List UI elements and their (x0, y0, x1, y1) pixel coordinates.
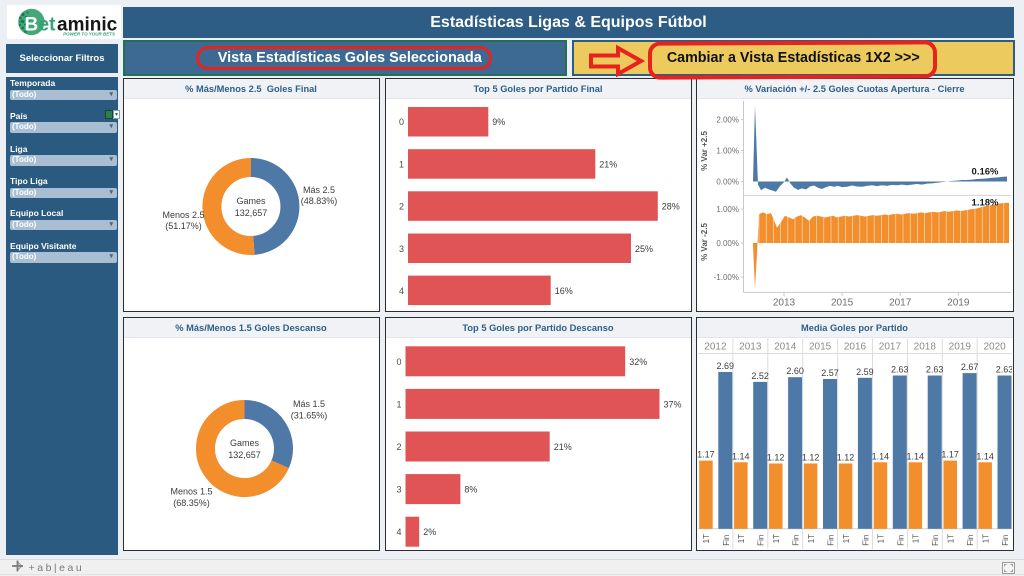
svg-text:2017: 2017 (889, 298, 912, 309)
svg-text:Fin: Fin (931, 534, 940, 545)
svg-text:1.14: 1.14 (906, 451, 924, 461)
svg-text:Games: Games (236, 196, 266, 206)
svg-text:Fin: Fin (1001, 534, 1010, 545)
svg-text:0: 0 (396, 356, 401, 366)
svg-text:2.52: 2.52 (751, 370, 769, 380)
svg-text:1: 1 (398, 160, 403, 170)
svg-text:-1.00%: -1.00% (713, 273, 738, 282)
svg-text:2.00%: 2.00% (716, 116, 739, 125)
svg-text:2.63: 2.63 (925, 364, 943, 374)
svg-text:1T: 1T (806, 533, 815, 542)
svg-text:2.63: 2.63 (891, 364, 909, 374)
svg-text:2017: 2017 (878, 341, 901, 352)
svg-text:B: B (25, 15, 39, 36)
svg-text:1.12: 1.12 (836, 452, 854, 462)
svg-text:4: 4 (398, 286, 403, 296)
svg-text:2%: 2% (423, 527, 436, 537)
svg-text:2015: 2015 (830, 298, 853, 309)
svg-text:4: 4 (396, 527, 401, 537)
svg-text:1T: 1T (702, 533, 711, 542)
svg-text:2.69: 2.69 (716, 361, 734, 371)
svg-text:2013: 2013 (772, 298, 795, 309)
svg-text:(31.65%): (31.65%) (290, 410, 327, 420)
svg-text:8%: 8% (464, 484, 477, 494)
svg-text:Fin: Fin (791, 534, 800, 545)
svg-text:Fin: Fin (826, 534, 835, 545)
svg-text:% Var +2.5: % Var +2.5 (700, 131, 709, 171)
svg-text:2012: 2012 (704, 341, 727, 352)
svg-text:132,657: 132,657 (234, 208, 267, 218)
svg-text:1.17: 1.17 (697, 449, 715, 459)
svg-text:32%: 32% (629, 356, 647, 366)
svg-text:3: 3 (398, 244, 403, 254)
svg-text:1T: 1T (841, 533, 850, 542)
svg-text:0.16%: 0.16% (971, 167, 998, 178)
svg-text:1T: 1T (876, 533, 885, 542)
svg-text:1T: 1T (911, 533, 920, 542)
svg-text:1: 1 (396, 399, 401, 409)
svg-text:(68.35%): (68.35%) (173, 498, 210, 508)
svg-text:Menos 2.5: Menos 2.5 (162, 210, 204, 220)
svg-text:Fin: Fin (721, 534, 730, 545)
svg-text:et: et (39, 15, 57, 36)
svg-text:2019: 2019 (947, 298, 970, 309)
svg-text:Fin: Fin (896, 534, 905, 545)
svg-text:Fin: Fin (966, 534, 975, 545)
svg-text:Menos 1.5: Menos 1.5 (170, 486, 212, 496)
svg-text:% Var -2.5: % Var -2.5 (700, 223, 709, 261)
svg-text:(48.83%): (48.83%) (300, 196, 337, 206)
svg-text:1.12: 1.12 (766, 452, 784, 462)
svg-text:1.12: 1.12 (801, 452, 819, 462)
svg-text:Más 1.5: Más 1.5 (292, 399, 324, 409)
svg-text:1T: 1T (946, 533, 955, 542)
svg-text:16%: 16% (554, 286, 572, 296)
svg-text:2.59: 2.59 (856, 366, 874, 376)
svg-text:2: 2 (396, 442, 401, 452)
svg-text:Games: Games (229, 438, 259, 448)
svg-text:1.00%: 1.00% (716, 205, 739, 214)
svg-text:2.57: 2.57 (821, 368, 839, 378)
svg-text:0.00%: 0.00% (716, 178, 739, 187)
svg-text:1T: 1T (737, 533, 746, 542)
svg-text:1.18%: 1.18% (971, 198, 998, 209)
svg-text:1T: 1T (772, 533, 781, 542)
svg-text:2013: 2013 (739, 341, 762, 352)
svg-text:2.60: 2.60 (786, 366, 804, 376)
svg-text:aminic: aminic (57, 15, 118, 36)
svg-text:Más 2.5: Más 2.5 (302, 185, 334, 195)
svg-text:1.00%: 1.00% (716, 147, 739, 156)
svg-text:1.14: 1.14 (871, 451, 889, 461)
svg-text:2014: 2014 (774, 341, 797, 352)
svg-text:Fin: Fin (861, 534, 870, 545)
svg-text:21%: 21% (553, 442, 571, 452)
svg-text:2.63: 2.63 (995, 364, 1011, 374)
svg-text:1.17: 1.17 (941, 449, 959, 459)
svg-text:28%: 28% (661, 202, 679, 212)
svg-text:1T: 1T (981, 533, 990, 542)
svg-text:2016: 2016 (843, 341, 866, 352)
svg-text:2020: 2020 (983, 341, 1006, 352)
svg-text:37%: 37% (663, 399, 681, 409)
svg-text:2019: 2019 (948, 341, 971, 352)
svg-text:25%: 25% (635, 244, 653, 254)
svg-text:POWER TO YOUR BETS: POWER TO YOUR BETS (63, 32, 115, 37)
svg-text:132,657: 132,657 (228, 450, 261, 460)
svg-text:21%: 21% (599, 160, 617, 170)
svg-text:(51.17%): (51.17%) (165, 221, 202, 231)
svg-text:0.00%: 0.00% (716, 239, 739, 248)
svg-text:Fin: Fin (756, 534, 765, 545)
svg-text:3: 3 (396, 484, 401, 494)
svg-text:2: 2 (398, 202, 403, 212)
svg-text:1.14: 1.14 (976, 451, 994, 461)
svg-text:2.67: 2.67 (960, 362, 978, 372)
svg-text:9%: 9% (492, 117, 505, 127)
svg-text:0: 0 (398, 117, 403, 127)
svg-text:1.14: 1.14 (732, 451, 750, 461)
svg-text:2015: 2015 (808, 341, 831, 352)
svg-text:2018: 2018 (913, 341, 936, 352)
